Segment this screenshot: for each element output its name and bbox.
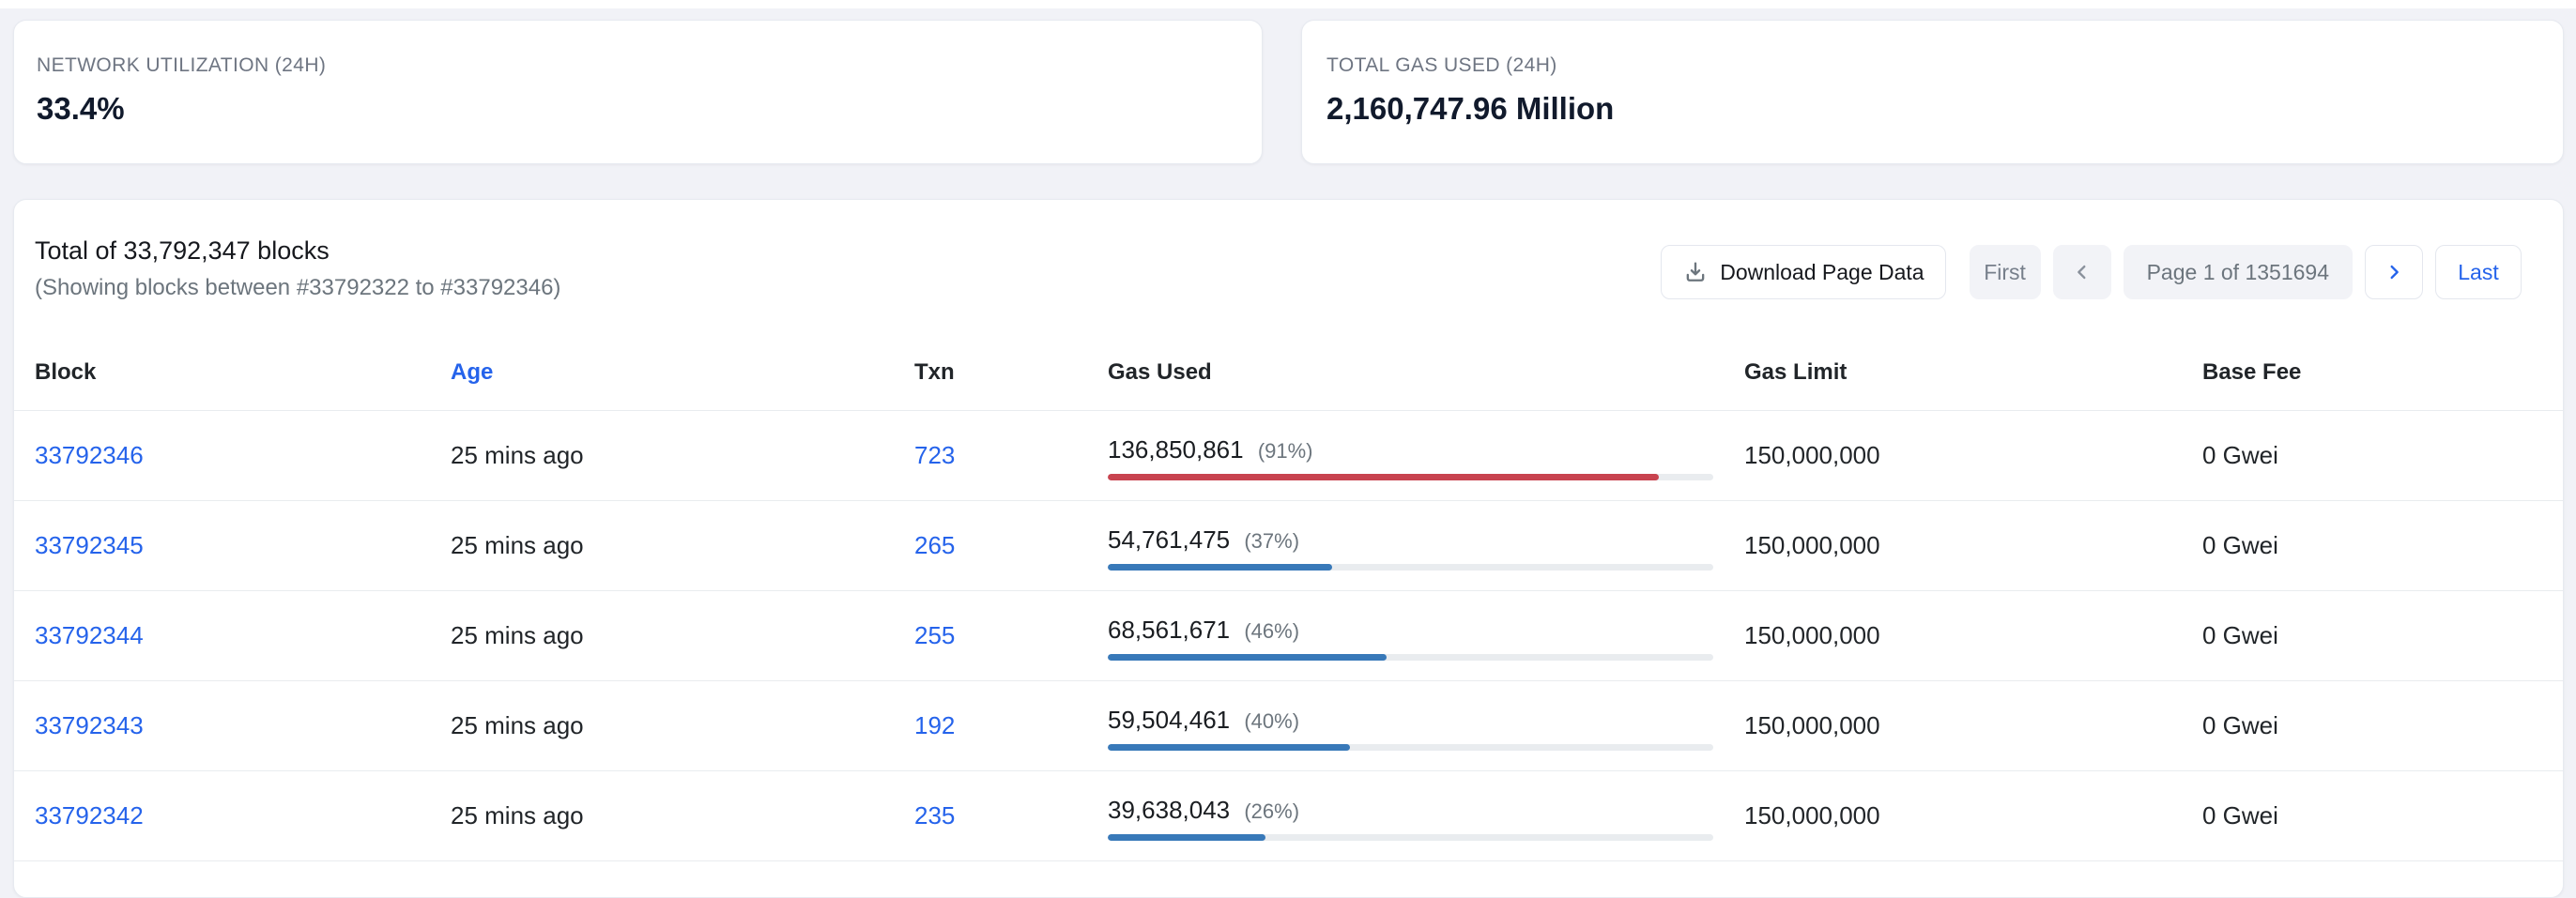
- network-utilization-value: 33.4%: [37, 91, 125, 126]
- txn-count-link[interactable]: 235: [914, 801, 956, 830]
- showing-blocks-text: (Showing blocks between #33792322 to #33…: [35, 275, 561, 300]
- block-age: 25 mins ago: [451, 441, 584, 469]
- block-number-link[interactable]: 33792342: [35, 801, 144, 830]
- base-fee-value: 0 Gwei: [2202, 801, 2278, 830]
- block-age: 25 mins ago: [451, 531, 584, 559]
- block-number-link[interactable]: 33792343: [35, 711, 144, 739]
- txn-count-link[interactable]: 192: [914, 711, 956, 739]
- gas-used-percent: (26%): [1244, 799, 1300, 823]
- gas-used-percent: (46%): [1244, 618, 1300, 643]
- next-page-button[interactable]: [2365, 245, 2423, 299]
- gas-used-bar-track: [1108, 653, 1713, 661]
- download-page-data-label: Download Page Data: [1720, 259, 1924, 284]
- block-age: 25 mins ago: [451, 711, 584, 739]
- previous-page-button[interactable]: [2052, 245, 2111, 299]
- gas-used-cell: 68,561,671 (46%): [1108, 612, 1744, 661]
- base-fee-value: 0 Gwei: [2202, 621, 2278, 649]
- gas-used-cell: 39,638,043 (26%): [1108, 792, 1744, 841]
- column-header-block: Block: [35, 359, 97, 385]
- gas-used-bar-track: [1108, 833, 1713, 841]
- gas-used-cell: 136,850,861 (91%): [1108, 432, 1744, 480]
- total-gas-used-card: TOTAL GAS USED (24H) 2,160,747.96 Millio…: [1301, 20, 2564, 164]
- column-header-gas-used: Gas Used: [1108, 359, 1212, 385]
- chevron-right-icon: [2384, 262, 2404, 282]
- txn-count-link[interactable]: 265: [914, 531, 956, 559]
- page-indicator: Page 1 of 1351694: [2123, 245, 2353, 299]
- txn-count-link[interactable]: 255: [914, 621, 956, 649]
- gas-used-value: 68,561,671: [1108, 615, 1237, 644]
- column-header-txn: Txn: [914, 359, 955, 385]
- gas-used-bar-fill: [1108, 833, 1265, 841]
- gas-used-cell: 54,761,475 (37%): [1108, 522, 1744, 571]
- gas-used-bar-fill: [1108, 743, 1350, 751]
- gas-used-percent: (40%): [1244, 708, 1300, 733]
- block-number-link[interactable]: 33792345: [35, 531, 144, 559]
- gas-used-bar-fill: [1108, 563, 1332, 571]
- pagination-controls: Download Page Data First Page 1 of 13516…: [1661, 245, 2522, 299]
- network-utilization-card: NETWORK UTILIZATION (24H) 33.4%: [13, 20, 1263, 164]
- top-page-strip: [0, 0, 2576, 8]
- table-row: 33792343 25 mins ago 192 59,504,461 (40%…: [14, 681, 2563, 771]
- first-page-label: First: [1984, 259, 2026, 284]
- network-utilization-label: NETWORK UTILIZATION (24H): [37, 54, 327, 76]
- txn-count-link[interactable]: 723: [914, 441, 956, 469]
- gas-limit-value: 150,000,000: [1744, 531, 1880, 559]
- base-fee-value: 0 Gwei: [2202, 441, 2278, 469]
- download-page-data-button[interactable]: Download Page Data: [1661, 245, 1946, 299]
- base-fee-value: 0 Gwei: [2202, 531, 2278, 559]
- gas-used-percent: (37%): [1244, 528, 1300, 553]
- gas-used-cell: 59,504,461 (40%): [1108, 702, 1744, 751]
- gas-used-bar-fill: [1108, 653, 1387, 661]
- last-page-button[interactable]: Last: [2435, 245, 2522, 299]
- gas-limit-value: 150,000,000: [1744, 801, 1880, 830]
- gas-limit-value: 150,000,000: [1744, 711, 1880, 739]
- gas-used-value: 59,504,461: [1108, 705, 1237, 734]
- gas-used-value: 136,850,861: [1108, 434, 1250, 464]
- column-header-gas-limit: Gas Limit: [1744, 359, 1848, 385]
- block-number-link[interactable]: 33792344: [35, 621, 144, 649]
- block-age: 25 mins ago: [451, 621, 584, 649]
- total-gas-used-label: TOTAL GAS USED (24H): [1326, 54, 1557, 76]
- blocks-list-card: Total of 33,792,347 blocks (Showing bloc…: [13, 199, 2564, 898]
- table-header-row: Block Age Txn Gas Used Gas Limit Base Fe…: [14, 359, 2563, 411]
- table-row: 33792346 25 mins ago 723 136,850,861 (91…: [14, 411, 2563, 501]
- list-header: Total of 33,792,347 blocks (Showing bloc…: [14, 200, 2563, 303]
- base-fee-value: 0 Gwei: [2202, 711, 2278, 739]
- gas-used-bar-track: [1108, 563, 1713, 571]
- gas-used-bar-track: [1108, 473, 1713, 480]
- gas-used-bar-track: [1108, 743, 1713, 751]
- table-row: 33792342 25 mins ago 235 39,638,043 (26%…: [14, 771, 2563, 861]
- gas-used-percent: (91%): [1257, 438, 1313, 463]
- gas-used-value: 39,638,043: [1108, 795, 1237, 824]
- last-page-label: Last: [2458, 259, 2499, 284]
- table-row: 33792345 25 mins ago 265 54,761,475 (37%…: [14, 501, 2563, 591]
- table-body: 33792346 25 mins ago 723 136,850,861 (91…: [14, 411, 2563, 861]
- gas-used-value: 54,761,475: [1108, 525, 1237, 554]
- table-row: 33792344 25 mins ago 255 68,561,671 (46%…: [14, 591, 2563, 681]
- column-header-age[interactable]: Age: [451, 359, 494, 385]
- block-age: 25 mins ago: [451, 801, 584, 830]
- gas-limit-value: 150,000,000: [1744, 621, 1880, 649]
- first-page-button[interactable]: First: [1969, 245, 2041, 299]
- block-number-link[interactable]: 33792346: [35, 441, 144, 469]
- gas-used-bar-fill: [1108, 473, 1659, 480]
- gas-limit-value: 150,000,000: [1744, 441, 1880, 469]
- chevron-left-icon: [2072, 262, 2093, 282]
- column-header-base-fee: Base Fee: [2202, 359, 2302, 385]
- total-blocks-text: Total of 33,792,347 blocks: [35, 236, 330, 265]
- list-header-totals: Total of 33,792,347 blocks (Showing bloc…: [35, 234, 560, 303]
- download-tray-icon: [1682, 259, 1709, 285]
- total-gas-used-value: 2,160,747.96 Million: [1326, 91, 1615, 126]
